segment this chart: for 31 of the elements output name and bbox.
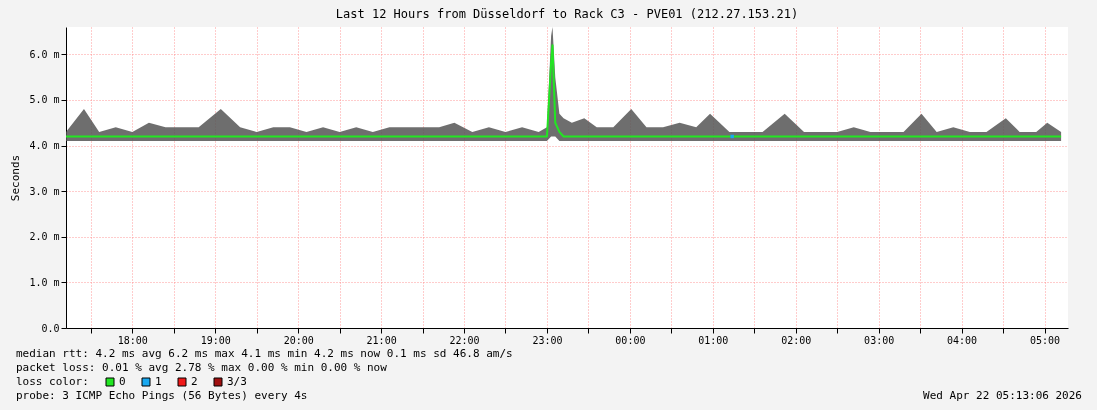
y-tick-label: 0.0 [41, 322, 60, 334]
x-tick-label: 18:00 [117, 334, 148, 346]
legend-label: 2 [191, 375, 198, 388]
y-tick-label: 6.0 m [29, 48, 60, 60]
y-axis-title: Seconds [9, 154, 23, 202]
x-tick-label: 02:00 [781, 334, 812, 346]
line-series [66, 44, 1063, 138]
x-tick-label: 23:00 [532, 334, 563, 346]
x-tick-label: 19:00 [200, 334, 231, 346]
legend-title: loss color: [16, 375, 89, 388]
y-tick-label: 5.0 m [29, 94, 60, 106]
y-tick-label: 2.0 m [29, 231, 60, 243]
text: median rtt: 4.2 ms avg 6.2 ms max 4.1 ms min 4.2 ms now 0.1 ms sd 46.8 am/s [16, 347, 513, 360]
legend-label: 3/3 [227, 375, 247, 388]
text: probe: 3 ICMP Echo Pings (56 Bytes) every 4s [16, 389, 308, 402]
y-tick-label: 4.0 m [29, 140, 60, 152]
x-tick-label: 21:00 [366, 334, 397, 346]
legend-label: 0 [119, 375, 126, 388]
y-tick-label: 1.0 m [29, 276, 60, 288]
x-tick-label: 22:00 [449, 334, 480, 346]
x-tick-label: 20:00 [283, 334, 314, 346]
legend-label: 1 [155, 375, 162, 388]
x-tick-label: 01:00 [698, 334, 729, 346]
text: packet loss: 0.01 % avg 2.78 % max 0.00 % min 0.00 % now [16, 361, 388, 374]
x-tick-label: 00:00 [615, 334, 646, 346]
x-tick-label: 04:00 [947, 334, 978, 346]
x-tick-label: 03:00 [864, 334, 895, 346]
y-tick-label: 3.0 m [29, 185, 60, 197]
chart-title: Last 12 Hours from Düsseldorf to Rack C3 - PVE01 (212.27.153.21) [335, 7, 799, 21]
text: Wed Apr 22 05:13:06 2026 [923, 389, 1082, 402]
x-tick-label: 05:00 [1029, 334, 1061, 346]
